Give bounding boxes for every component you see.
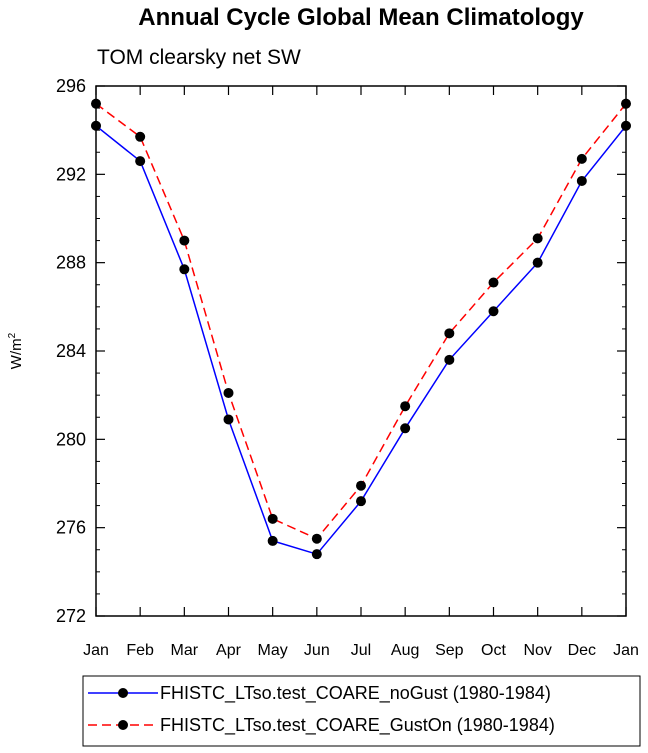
- x-tick-label: Sep: [435, 642, 464, 659]
- x-tick-label: Nov: [523, 642, 551, 659]
- y-axis-label-text: W/m: [8, 338, 25, 369]
- series-1-point: [400, 401, 411, 412]
- legend-marker-1: [118, 720, 128, 730]
- series-1-point: [135, 131, 146, 142]
- series-1-point: [179, 235, 190, 246]
- series-1-point: [267, 513, 278, 524]
- x-tick-label: Jan: [613, 642, 639, 659]
- legend-label-0: FHISTC_LTso.test_COARE_noGust (1980-1984…: [160, 683, 551, 704]
- plot-frame: [95, 85, 627, 617]
- x-tick-labels: Jan Feb Mar Apr May Jun Jul Aug Sep Oct Nov Dec Jan: [83, 642, 639, 659]
- x-tick-label: Apr: [216, 642, 242, 659]
- y-tick-label: 284: [56, 341, 86, 361]
- series-0-point: [576, 175, 587, 186]
- series-0-point: [311, 549, 322, 560]
- legend-box: [82, 675, 641, 747]
- x-tick-label: May: [258, 642, 288, 659]
- series-1-point: [576, 153, 587, 164]
- legend-label-1: FHISTC_LTso.test_COARE_GustOn (1980-1984…: [160, 715, 555, 736]
- x-tick-label: Jan: [83, 642, 109, 659]
- x-tick-label: Jun: [304, 642, 330, 659]
- series-markers: [91, 98, 631, 560]
- x-tick-label: Jul: [351, 642, 371, 659]
- chart-title: Annual Cycle Global Mean Climatology: [138, 4, 584, 31]
- y-tick-label: 272: [56, 606, 86, 626]
- svg-text:W/m2: W/m2: [7, 332, 25, 369]
- series-0-point: [400, 423, 411, 434]
- series-0-point: [267, 535, 278, 546]
- series-0-point: [179, 264, 190, 275]
- series-1-point: [532, 233, 543, 244]
- x-tick-label: Aug: [391, 642, 419, 659]
- y-tick-label: 276: [56, 518, 86, 538]
- series-1-point: [488, 277, 499, 288]
- series-0-point: [223, 414, 234, 425]
- series-1-point: [444, 328, 455, 339]
- series-1-point: [311, 533, 322, 544]
- series-0-point: [356, 496, 366, 507]
- x-tick-label: Mar: [171, 642, 199, 659]
- chart-subtitle: TOM clearsky net SW: [97, 46, 301, 69]
- series-0-point: [444, 354, 455, 365]
- y-tick-labels: 272 276 280 284 288 292 296: [56, 76, 86, 626]
- series-1-point: [223, 387, 234, 398]
- y-axis-label-superscript: 2: [7, 332, 18, 338]
- axis-ticks: [95, 85, 627, 617]
- legend-entries: FHISTC_LTso.test_COARE_noGust (1980-1984…: [88, 683, 555, 736]
- series-1-point: [356, 480, 366, 491]
- legend: FHISTC_LTso.test_COARE_noGust (1980-1984…: [82, 675, 641, 747]
- y-tick-label: 292: [56, 164, 86, 184]
- y-axis-label: W/m2: [7, 332, 25, 369]
- x-tick-label: Feb: [126, 642, 154, 659]
- y-tick-label: 280: [56, 429, 86, 449]
- y-tick-label: 296: [56, 76, 86, 96]
- series-0-point: [532, 257, 543, 268]
- legend-marker-0: [118, 688, 128, 698]
- y-tick-label: 288: [56, 253, 86, 273]
- x-tick-label: Dec: [568, 642, 596, 659]
- series-0-point: [135, 156, 146, 167]
- series-line-1: [95, 103, 627, 540]
- x-tick-label: Oct: [481, 642, 506, 659]
- series-0-point: [488, 306, 499, 317]
